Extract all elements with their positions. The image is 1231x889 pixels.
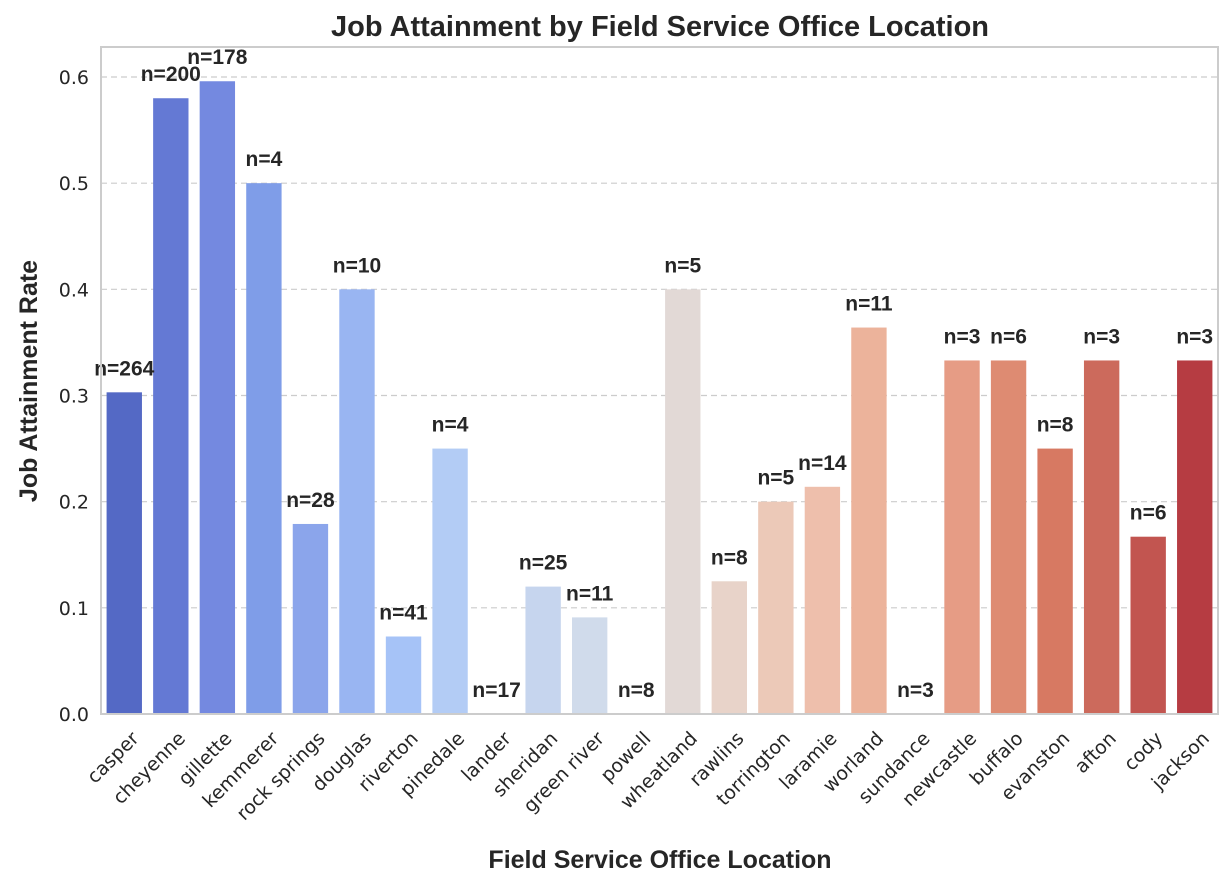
bar-wheatland: [665, 289, 701, 714]
sample-size-label: n=5: [664, 254, 701, 277]
y-tick-label: 0.0: [59, 704, 89, 726]
chart-title: Job Attainment by Field Service Office L…: [331, 11, 989, 43]
y-tick-label: 0.1: [59, 598, 89, 620]
bar-evanston: [1037, 448, 1073, 714]
y-tick-label: 0.4: [59, 279, 89, 301]
sample-size-label: n=6: [990, 325, 1027, 348]
bar-newcastle: [944, 360, 980, 714]
bar-worland: [851, 327, 887, 714]
sample-size-label: n=10: [333, 254, 381, 277]
y-axis-ticks: 0.0 0.1 0.2 0.3 0.4 0.5 0.6: [59, 67, 89, 726]
sample-size-label: n=11: [845, 293, 893, 316]
bar-cheyenne: [153, 98, 189, 714]
sample-size-label: n=25: [519, 552, 568, 575]
bar-rock-springs: [292, 523, 329, 714]
sample-size-label: n=6: [1130, 502, 1167, 525]
sample-size-label: n=4: [246, 148, 283, 171]
sample-size-label: n=41: [379, 601, 428, 624]
sample-size-label: n=200: [141, 63, 201, 86]
x-axis-label: Field Service Office Location: [488, 846, 831, 874]
sample-size-label: n=3: [1083, 325, 1120, 348]
bar-kemmerer: [246, 183, 282, 714]
sample-size-label: n=17: [472, 679, 520, 702]
sample-size-label: n=11: [566, 582, 614, 605]
sample-size-label: n=178: [187, 46, 247, 69]
y-tick-label: 0.5: [59, 173, 89, 195]
bar-cody: [1130, 536, 1166, 714]
y-axis-label: Job Attainment Rate: [15, 260, 43, 502]
bar-gillette: [199, 81, 236, 715]
bar-casper: [106, 392, 142, 714]
sample-size-label: n=4: [432, 414, 469, 437]
plot-frame: [100, 46, 1219, 715]
sample-size-label: n=3: [1176, 325, 1213, 348]
sample-size-label: n=28: [286, 489, 335, 512]
sample-size-label: n=3: [944, 325, 981, 348]
sample-size-label: n=8: [618, 679, 655, 702]
y-tick-label: 0.3: [59, 386, 89, 408]
x-tick-label: afton: [1071, 728, 1121, 778]
bar-jackson: [1177, 360, 1213, 714]
y-tick-label: 0.6: [59, 67, 89, 89]
grid-lines: [101, 76, 1218, 609]
sample-size-label: n=14: [798, 452, 847, 475]
bar-laramie: [804, 486, 841, 714]
sample-size-label: n=3: [897, 679, 934, 702]
bar-green-river: [572, 617, 608, 714]
bar-rawlins: [711, 581, 747, 714]
bar-riverton: [385, 636, 422, 714]
bar-torrington: [758, 501, 794, 714]
bar-buffalo: [990, 360, 1027, 714]
bar-afton: [1083, 360, 1120, 714]
bar-sheridan: [525, 586, 561, 714]
bar-pinedale: [432, 448, 468, 714]
sample-size-label: n=5: [757, 467, 794, 490]
sample-size-label: n=264: [94, 357, 154, 380]
bar-series: [106, 81, 1213, 715]
y-tick-label: 0.2: [59, 492, 89, 514]
sample-size-label: n=8: [1037, 414, 1074, 437]
bar-douglas: [339, 289, 375, 714]
sample-size-label: n=8: [711, 546, 748, 569]
